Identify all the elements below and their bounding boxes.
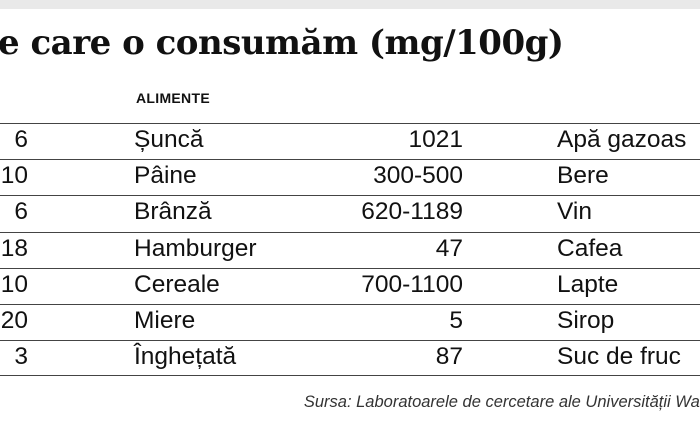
drink-cell: Vin xyxy=(557,198,592,226)
food-cell: Șuncă xyxy=(134,126,204,153)
left-value-cell: 10 xyxy=(0,162,28,190)
value-cell: 5 xyxy=(449,306,463,334)
table-row: 10 Pâine 300-500 Bere xyxy=(0,159,700,195)
food-cell: Brânză xyxy=(134,198,212,226)
left-value-cell: 18 xyxy=(0,234,28,262)
food-cell: Înghețată xyxy=(134,343,237,371)
left-value-cell: 10 xyxy=(0,270,28,298)
table-row: 10 Cereale 700-1100 Lapte xyxy=(0,267,700,304)
value-cell: 1021 xyxy=(408,126,463,153)
drink-cell: Sirop xyxy=(557,306,615,334)
food-cell: Cereale xyxy=(134,270,220,298)
food-cell: Miere xyxy=(134,306,196,334)
table-row: 6 Șuncă 1021 Apă gazoas xyxy=(0,123,700,159)
table-title: e care o consumăm (mg/100g) xyxy=(0,23,564,63)
source-note: Sursa: Laboratoarele de cercetare ale Un… xyxy=(303,393,700,411)
table-row: 18 Hamburger 47 Cafea xyxy=(0,231,700,268)
left-value-cell: 6 xyxy=(14,198,28,226)
value-cell: 620-1189 xyxy=(361,198,463,226)
value-cell: 87 xyxy=(435,343,463,371)
data-table: 6 Șuncă 1021 Apă gazoas 10 Pâine 300-500… xyxy=(0,123,700,377)
food-cell: Hamburger xyxy=(134,234,257,262)
drink-cell: Cafea xyxy=(557,234,623,262)
left-value-cell: 20 xyxy=(0,306,28,334)
drink-cell: Suc de fruc xyxy=(557,343,681,371)
table-row: 3 Înghețată 87 Suc de fruc xyxy=(0,340,700,377)
value-cell: 700-1100 xyxy=(361,270,463,298)
column-header-alimente: ALIMENTE xyxy=(136,90,210,106)
drink-cell: Lapte xyxy=(557,270,619,298)
left-value-cell: 3 xyxy=(14,343,28,371)
left-value-cell: 6 xyxy=(14,126,28,153)
table-row: 20 Miere 5 Sirop xyxy=(0,303,700,340)
drink-cell: Bere xyxy=(557,162,609,190)
value-cell: 300-500 xyxy=(373,162,463,190)
drink-cell: Apă gazoas xyxy=(557,126,687,153)
table-row: 6 Brânză 620-1189 Vin xyxy=(0,195,700,231)
value-cell: 47 xyxy=(435,234,463,262)
food-cell: Pâine xyxy=(134,162,197,190)
top-band xyxy=(0,0,700,9)
